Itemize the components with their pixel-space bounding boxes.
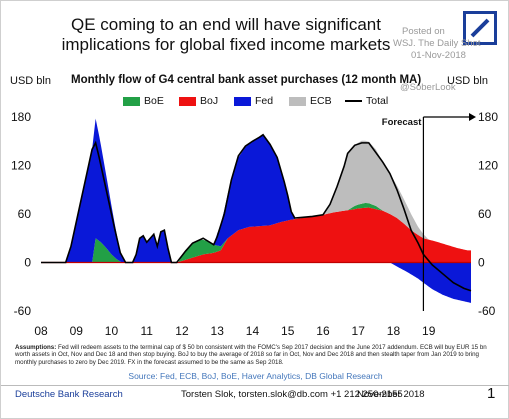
y-tick-label-left: -60 — [14, 304, 32, 318]
title-line-2: implications for global fixed income mar… — [61, 35, 391, 54]
y-tick-label-left: 180 — [11, 110, 31, 124]
y-tick-label-left: 60 — [18, 207, 32, 221]
x-tick-label: 10 — [105, 324, 119, 338]
footer-contact: Torsten Slok, torsten.slok@db.com +1 212… — [181, 389, 403, 400]
x-tick-label: 16 — [316, 324, 330, 338]
page-number: 1 — [487, 385, 496, 402]
x-tick-label: 08 — [34, 324, 48, 338]
legend-fed-label: Fed — [255, 95, 274, 107]
legend-ecb: ECB — [289, 95, 332, 107]
assumptions-label: Assumptions: — [15, 344, 57, 351]
x-tick-label: 11 — [141, 324, 154, 338]
y-tick-label-right: 0 — [478, 256, 485, 270]
legend-total-label: Total — [366, 95, 389, 107]
y-tick-label-right: -60 — [478, 304, 496, 318]
forecast-label: Forecast — [382, 117, 422, 128]
legend-ecb-label: ECB — [310, 95, 332, 107]
watermark-source: WSJ. The Daily Shot — [393, 38, 481, 49]
source-note: Source: Fed, ECB, BoJ, BoE, Haver Analyt… — [128, 371, 383, 381]
deutsche-bank-logo — [463, 11, 497, 45]
y-tick-label-right: 180 — [478, 110, 498, 124]
legend-boe-label: BoE — [144, 95, 164, 107]
x-tick-label: 12 — [175, 324, 189, 338]
y-axis-unit-left: USD bln — [10, 75, 51, 87]
y-tick-label-left: 0 — [24, 256, 31, 270]
title-line-1: QE coming to an end will have significan… — [71, 15, 381, 34]
legend-ecb-swatch — [289, 96, 306, 106]
x-tick-label: 13 — [211, 324, 225, 338]
assumptions-note: Assumptions: Fed will redeem assets to t… — [15, 344, 497, 366]
watermark-posted-on: Posted on — [402, 26, 445, 37]
legend-boj-swatch — [179, 96, 196, 106]
legend-fed-swatch — [234, 96, 251, 106]
footer-brand: Deutsche Bank Research — [15, 389, 123, 400]
y-tick-label-left: 120 — [11, 159, 31, 173]
y-tick-label-right: 60 — [478, 207, 492, 221]
watermark-date: 01-Nov-2018 — [411, 50, 466, 61]
watermark-handle: @SoberLook — [400, 82, 456, 93]
legend-boj-label: BoJ — [200, 95, 219, 107]
x-tick-label: 15 — [281, 324, 295, 338]
y-axis-unit-right: USD bln — [447, 75, 488, 87]
x-tick-label: 17 — [352, 324, 366, 338]
series-area-fed — [41, 118, 471, 263]
legend-boj: BoJ — [179, 95, 218, 107]
legend-total-swatch — [345, 100, 362, 103]
x-tick-label: 09 — [70, 324, 84, 338]
assumptions-text: Fed will redeem assets to the terminal c… — [15, 344, 487, 366]
x-tick-label: 14 — [246, 324, 260, 338]
legend-fed: Fed — [234, 95, 273, 107]
footer-date: November 2018 — [357, 389, 425, 400]
series-area-ecb — [41, 118, 471, 263]
x-tick-label: 18 — [387, 324, 401, 338]
legend-total: Total — [345, 95, 388, 107]
y-tick-label-right: 120 — [478, 159, 498, 173]
legend-boe-swatch — [123, 96, 140, 106]
chart-subtitle: Monthly flow of G4 central bank asset pu… — [71, 74, 422, 86]
legend-boe: BoE — [123, 95, 164, 107]
series-area-fed-negative — [41, 262, 471, 303]
x-tick-label: 19 — [422, 324, 436, 338]
footer-divider — [1, 385, 509, 386]
forecast-arrow-head — [469, 113, 476, 121]
series-area-boj — [41, 207, 471, 263]
series-line-total — [41, 133, 472, 292]
page-title: QE coming to an end will have significan… — [61, 15, 391, 55]
